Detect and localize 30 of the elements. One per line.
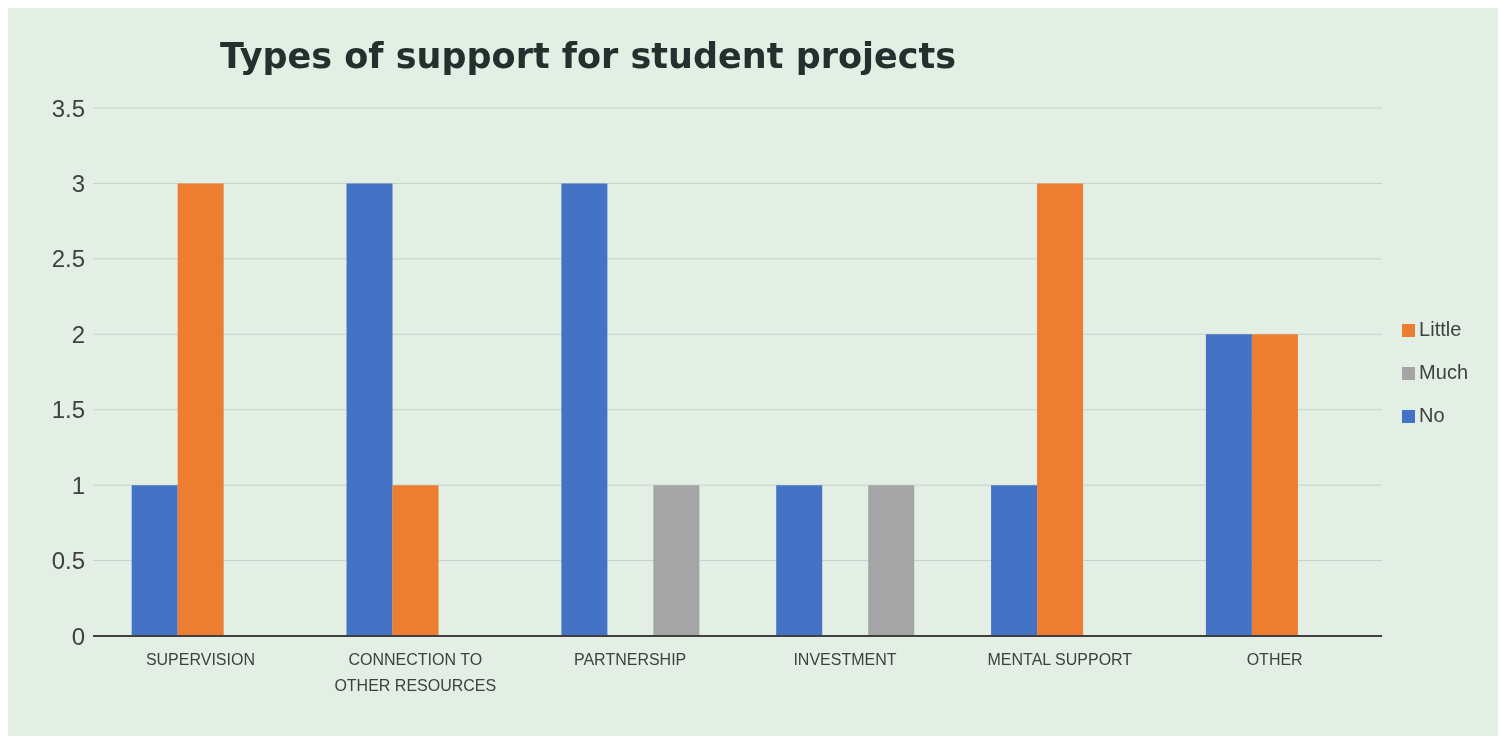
y-tick-label: 1.5 (51, 396, 85, 424)
x-tick-label: MENTAL SUPPORT (987, 651, 1133, 669)
bar (653, 485, 700, 636)
bar (1251, 334, 1298, 636)
bar (1205, 334, 1252, 636)
bar (392, 485, 439, 636)
bar (346, 183, 393, 636)
bar (991, 485, 1038, 636)
bar (868, 485, 915, 636)
y-tick-label: 0.5 (51, 547, 85, 575)
bar (561, 183, 608, 636)
bar (776, 485, 823, 636)
x-tick-label: CONNECTION TO OTHER RESOURCES (334, 651, 497, 695)
y-tick-label: 3 (71, 169, 85, 197)
y-tick-label: 1 (71, 471, 85, 499)
y-tick-label: 3.5 (51, 94, 85, 122)
y-tick-label: 2.5 (51, 245, 85, 273)
legend-label: No (1419, 403, 1445, 426)
bar (177, 183, 224, 636)
legend-label: Little (1419, 317, 1462, 340)
x-tick-label: PARTNERSHIP (573, 651, 687, 669)
x-tick-label: SUPERVISION (145, 651, 255, 669)
bar (1037, 183, 1084, 636)
y-tick-label: 2 (71, 320, 85, 348)
chart-title: Types of support for student projects (218, 36, 958, 76)
bar (131, 485, 178, 636)
x-tick-label: OTHER (1246, 651, 1303, 669)
y-tick-label: 0 (71, 622, 85, 650)
x-tick-label: INVESTMENT (793, 651, 897, 669)
legend-label: Much (1419, 360, 1468, 383)
